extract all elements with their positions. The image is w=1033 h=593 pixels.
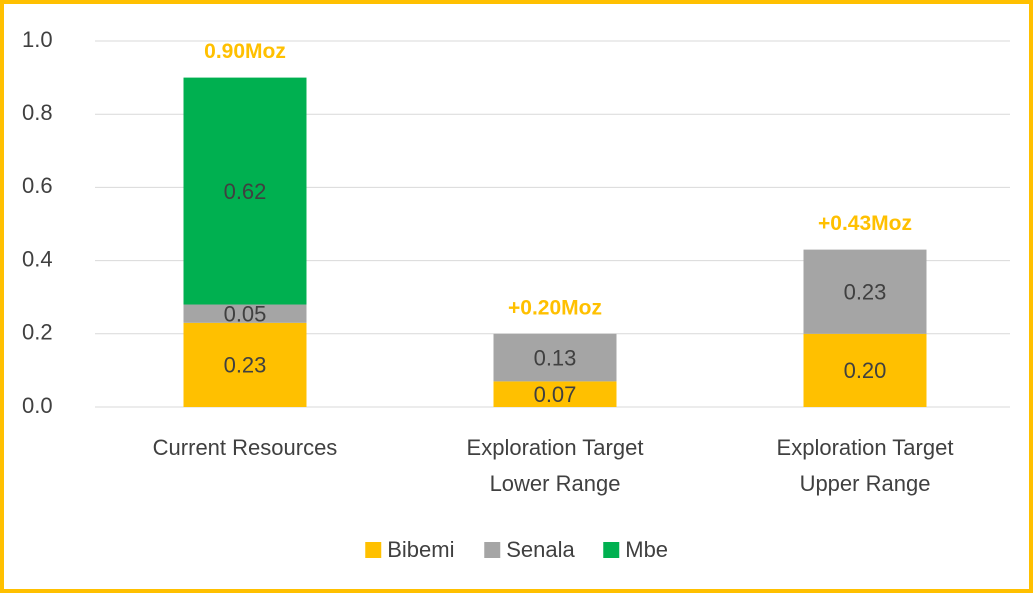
bar-segment: [803, 333, 927, 407]
x-tick-label: Exploration Target: [777, 435, 954, 460]
legend-label: Senala: [506, 537, 575, 562]
bar-segment: [183, 77, 307, 305]
bar-segment: [493, 381, 617, 407]
y-tick-label: 0.8: [22, 100, 53, 125]
y-tick-label: 0.0: [22, 393, 53, 418]
x-tick-label: Upper Range: [800, 471, 931, 496]
value-label: 0.05: [224, 301, 267, 326]
x-tick-label: Lower Range: [490, 471, 621, 496]
value-label: 0.23: [844, 280, 887, 305]
legend-swatch: [365, 542, 382, 558]
total-label: +0.43Moz: [818, 212, 912, 235]
legend-swatch: [603, 542, 620, 558]
bar-segment: [183, 304, 307, 323]
bar-segment: [493, 333, 617, 382]
x-tick-label: Exploration Target: [467, 435, 644, 460]
bar-segment: [183, 322, 307, 407]
x-tick-label: Current Resources: [153, 435, 338, 460]
total-label: +0.20Moz: [508, 296, 602, 319]
total-label: 0.90Moz: [204, 40, 286, 63]
value-label: 0.20: [844, 358, 887, 383]
y-tick-label: 0.4: [22, 246, 53, 271]
y-tick-label: 0.2: [22, 320, 53, 345]
legend-swatch: [484, 542, 501, 558]
value-label: 0.13: [534, 345, 577, 370]
legend-label: Bibemi: [387, 537, 454, 562]
y-tick-label: 0.6: [22, 173, 53, 198]
value-label: 0.07: [534, 382, 577, 407]
bar-segment: [803, 249, 927, 334]
y-tick-label: 1.0: [22, 27, 53, 52]
legend-label: Mbe: [625, 537, 668, 562]
value-label: 0.23: [224, 353, 267, 378]
value-label: 0.62: [224, 179, 267, 204]
